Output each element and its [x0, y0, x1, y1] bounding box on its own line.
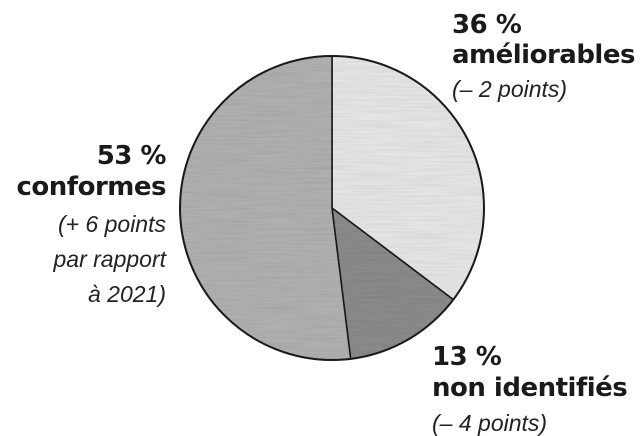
slice-name-ameliorables: améliorables	[452, 40, 635, 70]
slice-label-non-identifies: 13 % non identifiés (– 4 points)	[432, 342, 628, 436]
slice-name-conformes: conformes	[16, 172, 167, 202]
slice-note-conformes-line2: par rapport	[53, 246, 166, 272]
pie-outline	[179, 55, 485, 361]
slice-value-conformes: 53 %	[96, 141, 167, 171]
slice-note-conformes-line1: (+ 6 points	[57, 211, 166, 237]
slice-value-ameliorables: 36 %	[452, 10, 522, 40]
slice-value-non-identifies: 13 %	[432, 342, 502, 372]
slice-name-non-identifies: non identifiés	[432, 373, 628, 403]
slice-note-non-identifies: (– 4 points)	[432, 410, 548, 436]
slice-note-conformes-line3: à 2021)	[87, 281, 166, 307]
pie-slices	[179, 55, 485, 361]
slice-label-conformes: 53 % conformes (+ 6 points par rapport à…	[16, 141, 167, 308]
slice-label-ameliorables: 36 % améliorables (– 2 points)	[452, 10, 635, 102]
slice-note-ameliorables: (– 2 points)	[452, 76, 568, 102]
pie-slice-conformes	[179, 55, 352, 361]
